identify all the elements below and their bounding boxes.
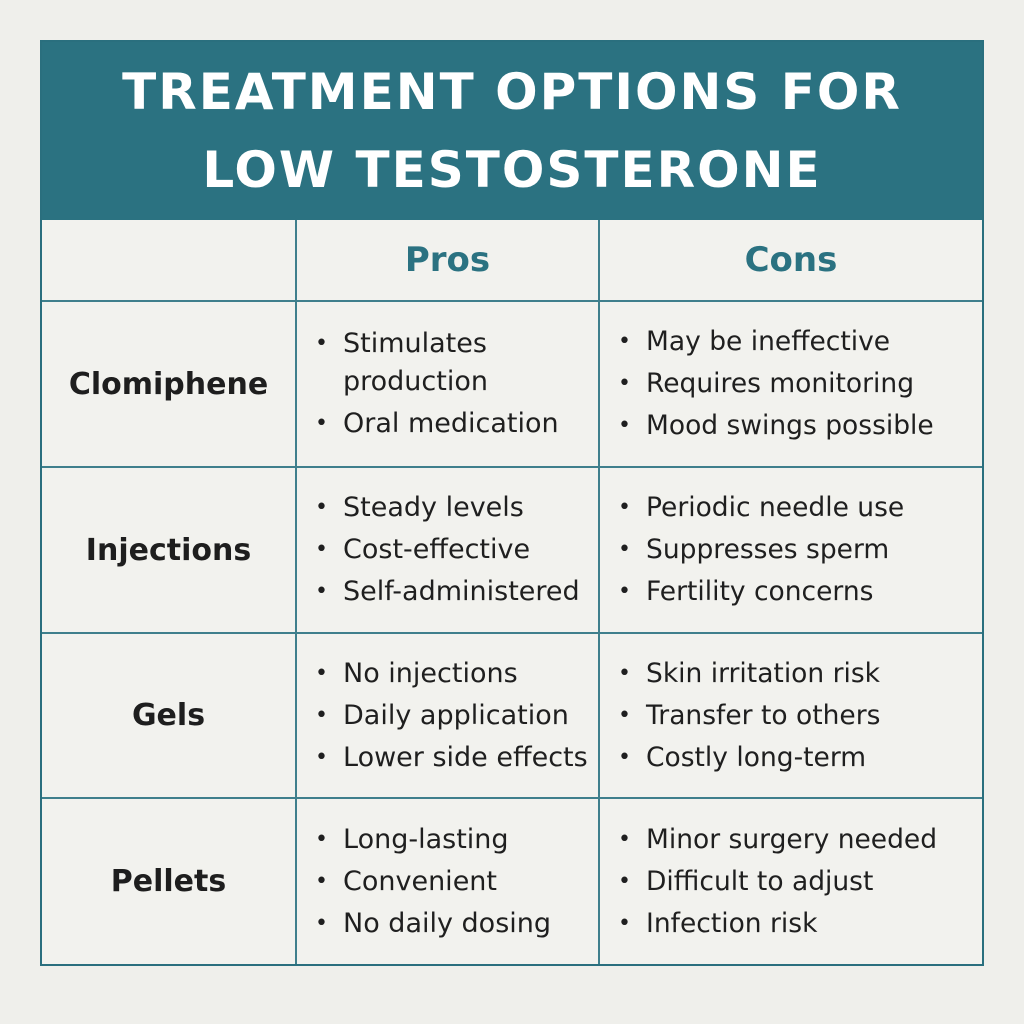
page-title-line-1: TREATMENT OPTIONS FOR <box>122 63 902 121</box>
bullet-dot-icon: • <box>618 579 631 604</box>
bullet-dot-icon: • <box>315 660 328 686</box>
bullet-dot-icon: • <box>618 868 631 894</box>
header-empty-cell <box>42 220 297 302</box>
row-label-gels: Gels <box>42 634 297 799</box>
cons-item-text: Fertility concerns <box>646 576 874 607</box>
list-item: • Minor surgery needed <box>618 821 937 859</box>
cons-cell-injections: • Periodic needle use • Suppresses sperm •… <box>600 468 982 634</box>
pros-item-text: Convenient <box>343 865 497 897</box>
bullet-dot-icon: • <box>618 495 631 520</box>
list-item: • Steady levels <box>315 489 580 527</box>
pros-list: • Stimulates production • Oral medication <box>315 321 598 447</box>
cons-list: • Skin irritation risk • Transfer to other… <box>618 651 880 781</box>
bullet-dot-icon: • <box>315 702 328 728</box>
bullet-dot-icon: • <box>315 495 328 520</box>
cons-item-text: Skin irritation risk <box>646 657 881 689</box>
pros-list: • Steady levels • Cost-effective • Self-adm… <box>315 485 580 615</box>
list-item: • Periodic needle use <box>618 489 904 527</box>
bullet-dot-icon: • <box>618 371 631 396</box>
bullet-dot-icon: • <box>315 411 328 436</box>
cons-item-text: Difficult to adjust <box>646 865 874 897</box>
cons-item-text: Requires monitoring <box>646 368 915 399</box>
cons-item-text: Periodic needle use <box>646 492 905 523</box>
list-item: • Difficult to adjust <box>618 863 937 901</box>
cons-item-text: Transfer to others <box>646 699 881 731</box>
pros-cell-pellets: • Long-lasting • Convenient • No daily dosi… <box>297 799 600 964</box>
pros-item-text: Self-administered <box>343 576 580 607</box>
list-item: • Transfer to others <box>618 697 880 735</box>
list-item: • Suppresses sperm <box>618 531 904 569</box>
list-item: • Oral medication <box>315 405 598 443</box>
bullet-dot-icon: • <box>315 826 328 852</box>
bullet-dot-icon: • <box>618 744 631 770</box>
pros-cell-injections: • Steady levels • Cost-effective • Self-adm… <box>297 468 600 634</box>
pros-item-text: Stimulates production <box>343 328 488 397</box>
treatment-table: Pros Cons Clomiphene • Stimulates product… <box>42 220 982 964</box>
bullet-dot-icon: • <box>315 579 328 604</box>
bullet-dot-icon: • <box>315 537 328 562</box>
pros-cell-gels: • No injections • Daily application • Lower… <box>297 634 600 799</box>
row-label-clomiphene: Clomiphene <box>42 302 297 468</box>
header-cons: Cons <box>600 220 982 302</box>
cons-cell-pellets: • Minor surgery needed • Difficult to adju… <box>600 799 982 964</box>
cons-cell-clomiphene: • May be ineffective • Requires monitoring… <box>600 302 982 468</box>
list-item: • Lower side effects <box>315 739 588 777</box>
treatment-options-card: TREATMENT OPTIONS FOR LOW TESTOSTERONE P… <box>40 40 984 966</box>
list-item: • Fertility concerns <box>618 573 904 611</box>
list-item: • Daily application <box>315 697 588 735</box>
cons-item-text: Minor surgery needed <box>646 823 938 855</box>
list-item: • Requires monitoring <box>618 365 934 403</box>
bullet-dot-icon: • <box>618 413 631 438</box>
list-item: • No daily dosing <box>315 905 551 943</box>
list-item: • Long-lasting <box>315 821 551 859</box>
list-item: • Infection risk <box>618 905 937 943</box>
pros-item-text: Daily application <box>343 699 569 731</box>
page-title-line-2: LOW TESTOSTERONE <box>202 141 822 199</box>
bullet-dot-icon: • <box>618 702 631 728</box>
bullet-dot-icon: • <box>315 910 328 936</box>
bullet-dot-icon: • <box>618 537 631 562</box>
list-item: • May be ineffective <box>618 323 934 361</box>
cons-item-text: Mood swings possible <box>646 410 934 441</box>
bullet-dot-icon: • <box>315 744 328 770</box>
bullet-dot-icon: • <box>315 331 328 356</box>
cons-item-text: Infection risk <box>646 907 818 939</box>
bullet-dot-icon: • <box>315 868 328 894</box>
bullet-dot-icon: • <box>618 329 631 354</box>
title-banner: TREATMENT OPTIONS FOR LOW TESTOSTERONE <box>42 42 982 220</box>
cons-cell-gels: • Skin irritation risk • Transfer to other… <box>600 634 982 799</box>
list-item: • Costly long-term <box>618 739 880 777</box>
cons-item-text: Suppresses sperm <box>646 534 890 565</box>
pros-list: • Long-lasting • Convenient • No daily dosi… <box>315 817 551 947</box>
pros-cell-clomiphene: • Stimulates production • Oral medication <box>297 302 600 468</box>
row-label-injections: Injections <box>42 468 297 634</box>
list-item: • Convenient <box>315 863 551 901</box>
header-pros: Pros <box>297 220 600 302</box>
list-item: • Stimulates production <box>315 325 598 401</box>
pros-item-text: Steady levels <box>343 492 524 523</box>
cons-list: • May be ineffective • Requires monitoring… <box>618 319 934 449</box>
pros-item-text: Lower side effects <box>343 741 588 773</box>
pros-item-text: No daily dosing <box>343 907 552 939</box>
list-item: • No injections <box>315 655 588 693</box>
bullet-dot-icon: • <box>618 660 631 686</box>
cons-list: • Minor surgery needed • Difficult to adju… <box>618 817 937 947</box>
cons-item-text: Costly long-term <box>646 741 867 773</box>
row-label-pellets: Pellets <box>42 799 297 964</box>
list-item: • Cost-effective <box>315 531 580 569</box>
pros-item-text: No injections <box>343 657 518 689</box>
list-item: • Mood swings possible <box>618 407 934 445</box>
list-item: • Self-administered <box>315 573 580 611</box>
pros-item-text: Cost-effective <box>343 534 531 565</box>
cons-item-text: May be ineffective <box>646 326 891 357</box>
list-item: • Skin irritation risk <box>618 655 880 693</box>
pros-item-text: Oral medication <box>343 408 559 439</box>
pros-list: • No injections • Daily application • Lower… <box>315 651 588 781</box>
cons-list: • Periodic needle use • Suppresses sperm •… <box>618 485 904 615</box>
pros-item-text: Long-lasting <box>343 823 509 855</box>
bullet-dot-icon: • <box>618 910 631 936</box>
bullet-dot-icon: • <box>618 826 631 852</box>
